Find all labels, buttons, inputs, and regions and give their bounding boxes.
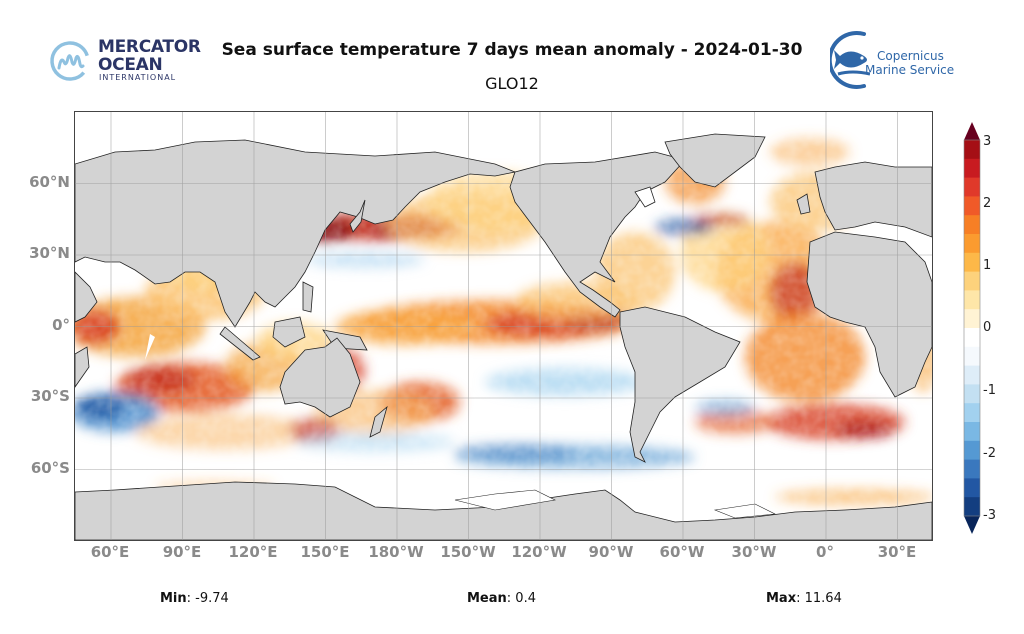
map-panel — [74, 111, 933, 541]
stat-min: Min: -9.74 — [160, 591, 229, 606]
y-tick-label: 60°N — [29, 173, 70, 191]
land-antarctica — [75, 481, 932, 540]
land-philippines — [302, 281, 314, 313]
colorbar-extend-bottom — [964, 516, 980, 534]
land-japan — [349, 199, 366, 233]
caspian — [145, 334, 155, 360]
land-new-zealand — [369, 405, 388, 438]
colorbar-tick-label: 3 — [983, 134, 992, 149]
mercator-logo-line3: INTERNATIONAL — [99, 73, 177, 82]
x-tick-label: 180°W — [368, 543, 424, 561]
colorbar-tick-label: 0 — [983, 320, 992, 335]
land-uk — [796, 193, 811, 215]
colorbar-tick-label: 2 — [983, 196, 992, 211]
stat-mean-value: : 0.4 — [506, 591, 536, 606]
colorbar-segment — [964, 177, 980, 197]
mercator-m-logo-icon — [50, 41, 90, 81]
x-tick-label: 120°E — [228, 543, 278, 561]
colorbar-segment — [964, 309, 980, 329]
colorbar-segment — [964, 290, 980, 310]
stat-max: Max: 11.64 — [766, 591, 842, 606]
land-africa-mad — [75, 346, 90, 388]
stat-mean: Mean: 0.4 — [467, 591, 536, 606]
colorbar-segment — [964, 384, 980, 404]
stat-min-label: Min — [160, 591, 187, 606]
colorbar-segment — [964, 328, 980, 348]
land-europe — [814, 161, 932, 238]
colorbar-segment — [964, 497, 980, 517]
x-tick-label: 150°W — [440, 543, 496, 561]
colorbar-tick-label: -1 — [983, 383, 996, 398]
x-tick-label: 60°E — [90, 543, 130, 561]
chart-title: Sea surface temperature 7 days mean anom… — [221, 40, 803, 60]
land-eurasia — [75, 139, 517, 328]
ross-ice-shelf — [454, 489, 556, 511]
colorbar-segment — [964, 196, 980, 216]
colorbar-tick-label: -3 — [983, 508, 996, 523]
graticule — [75, 112, 932, 540]
land-australia — [279, 337, 361, 418]
x-tick-label: 30°W — [731, 543, 777, 561]
land-south-america — [619, 306, 741, 463]
y-tick-label: 30°S — [30, 387, 70, 405]
land-africa-east — [75, 271, 98, 323]
colorbar-segment — [964, 140, 980, 160]
colorbar-tick-label: 1 — [983, 258, 992, 273]
colorbar-segment — [964, 478, 980, 498]
land-hudson-gap — [634, 186, 656, 208]
colorbar-segment — [964, 158, 980, 179]
x-tick-label: 30°E — [877, 543, 917, 561]
colorbar-segment — [964, 422, 980, 442]
land-sumatra — [219, 326, 261, 361]
stat-min-value: : -9.74 — [186, 591, 229, 606]
land-greenland — [664, 133, 766, 188]
copernicus-logo-line1: Copernicus — [877, 49, 944, 63]
colorbar-segment — [964, 252, 980, 273]
y-tick-label: 60°S — [30, 459, 70, 477]
x-tick-label: 60°W — [659, 543, 705, 561]
colorbar-extend-top — [964, 122, 980, 140]
colorbar — [963, 122, 981, 534]
x-tick-label: 90°E — [162, 543, 202, 561]
colorbar-segment — [964, 459, 980, 479]
colorbar-segment — [964, 234, 980, 254]
colorbar-segment — [964, 346, 980, 367]
mercator-logo-line1: MERCATOR — [98, 37, 201, 57]
land-borneo — [272, 316, 306, 348]
copernicus-logo-line2: Marine Service — [865, 63, 955, 77]
y-tick-label: 30°N — [29, 244, 70, 262]
anomaly-map — [75, 112, 932, 540]
chart-subtitle: GLO12 — [485, 74, 539, 93]
land-africa — [806, 231, 932, 398]
colorbar-segment — [964, 215, 980, 235]
colorbar-segment — [964, 403, 980, 423]
weddell-ice-shelf — [713, 503, 777, 519]
stat-max-label: Max — [766, 591, 797, 606]
stat-mean-label: Mean — [467, 591, 507, 606]
colorbar-tick-label: -2 — [983, 446, 996, 461]
x-tick-label: 90°W — [588, 543, 634, 561]
copernicus-fish-logo-icon — [830, 31, 870, 89]
colorbar-segment — [964, 365, 980, 385]
stat-max-value: : 11.64 — [796, 591, 842, 606]
y-tick-label: 0° — [52, 316, 70, 334]
x-tick-label: 150°E — [300, 543, 350, 561]
land-masses — [75, 133, 932, 540]
colorbar-segment — [964, 271, 980, 291]
x-tick-label: 0° — [816, 543, 834, 561]
colorbar-segment — [964, 440, 980, 461]
x-tick-label: 120°W — [511, 543, 567, 561]
mercator-logo-line2: OCEAN — [98, 55, 163, 75]
